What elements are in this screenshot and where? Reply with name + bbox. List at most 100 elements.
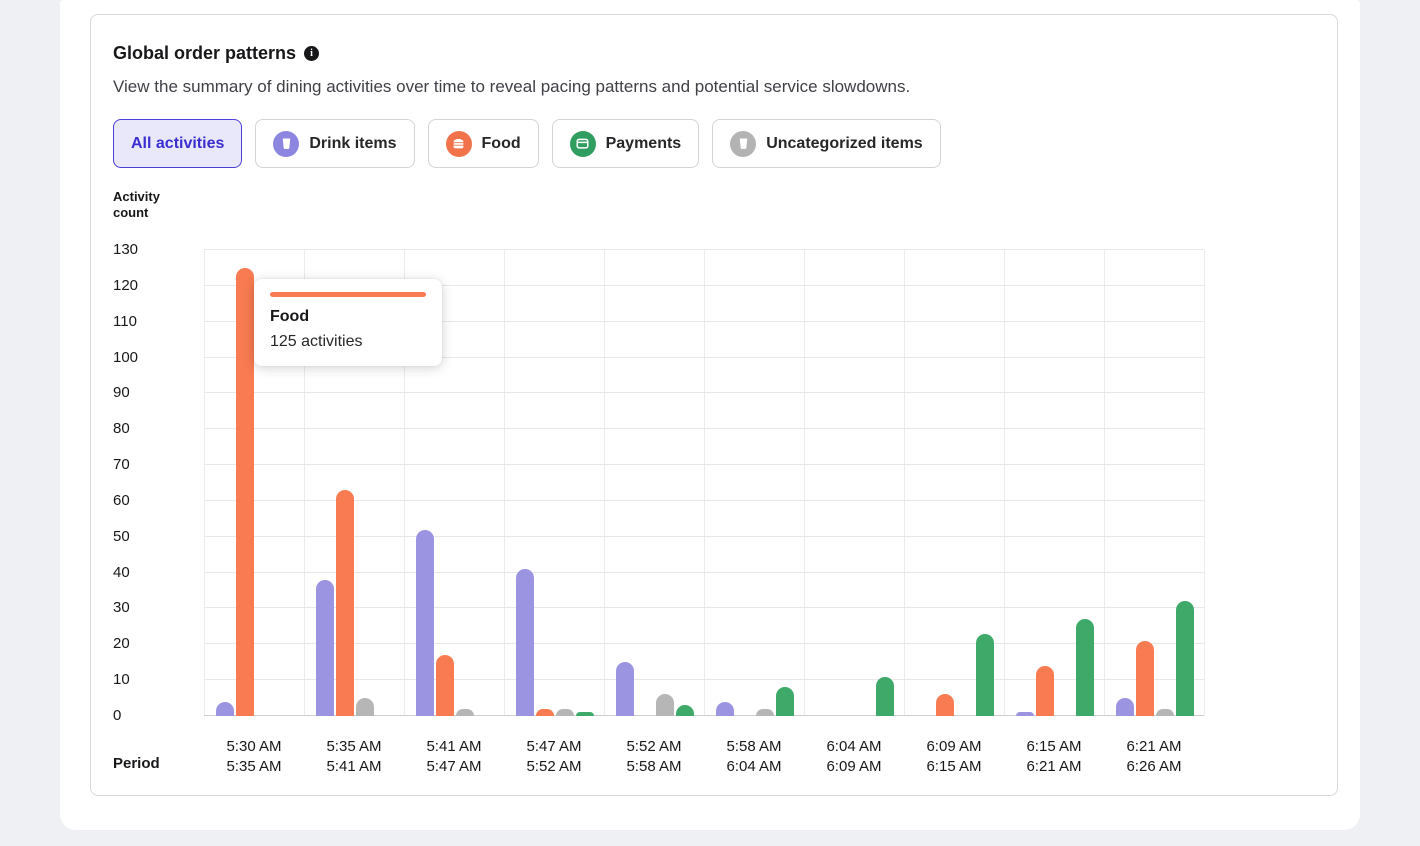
gridline [1104, 250, 1105, 716]
filter-button-group: All activities Drink items Food Payments Unc… [113, 119, 941, 168]
gridline [204, 715, 1204, 716]
gridline [204, 464, 1204, 466]
burger-icon [445, 130, 472, 157]
gridline [804, 250, 805, 716]
drink-items-bar[interactable] [1016, 712, 1034, 716]
gridline [1204, 250, 1205, 716]
card-icon [569, 130, 596, 157]
food-bar[interactable] [536, 709, 554, 716]
payments-bar[interactable] [676, 705, 694, 716]
uncategorized-items-bar[interactable] [656, 694, 674, 716]
x-tick-label: 6:04 AM 6:09 AM [826, 738, 882, 776]
x-tick-label: 6:15 AM 6:21 AM [1026, 738, 1082, 776]
food-bar[interactable] [1036, 666, 1054, 716]
gridline [204, 643, 1204, 645]
drink-items-bar[interactable] [516, 569, 534, 716]
gridline [304, 250, 305, 716]
x-tick-label: 5:52 AM 5:58 AM [626, 738, 682, 776]
y-tick-label: 70 [113, 456, 130, 474]
y-tick-label: 10 [113, 671, 130, 689]
uncategorized-items-bar[interactable] [1156, 709, 1174, 716]
y-axis-title: Activity count [113, 189, 160, 220]
bar-group [704, 250, 804, 716]
gridline [904, 250, 905, 716]
bar-group [1104, 250, 1204, 716]
uncategorized-items-bar[interactable] [756, 709, 774, 716]
gridline [204, 679, 1204, 681]
bar-group [1004, 250, 1104, 716]
y-tick-label: 20 [113, 635, 130, 653]
payments-bar[interactable] [976, 634, 994, 716]
x-tick-label: 5:30 AM 5:35 AM [226, 738, 282, 776]
y-tick-label: 130 [113, 241, 139, 258]
payments-bar[interactable] [1076, 619, 1094, 716]
food-bar[interactable] [436, 655, 454, 716]
x-tick-label: 5:41 AM 5:47 AM [426, 738, 482, 776]
payments-bar[interactable] [776, 687, 794, 716]
drink-items-bar[interactable] [716, 702, 734, 716]
payments-bar[interactable] [576, 712, 594, 716]
filter-button-drink-items[interactable]: Drink items [255, 119, 415, 168]
filter-button-food[interactable]: Food [427, 119, 539, 168]
gridline [704, 250, 705, 716]
filter-button-uncategorized-items[interactable]: Uncategorized items [712, 119, 941, 168]
gridline [204, 250, 205, 716]
filter-button-payments[interactable]: Payments [551, 119, 700, 168]
x-axis-title: Period [113, 755, 160, 772]
bar-group [504, 250, 604, 716]
gridline [204, 428, 1204, 430]
uncategorized-items-bar[interactable] [356, 698, 374, 716]
tooltip-accent-line [270, 292, 426, 297]
payments-bar[interactable] [876, 677, 894, 716]
cup-icon [730, 130, 757, 157]
food-bar[interactable] [1136, 641, 1154, 716]
filter-label: Food [481, 134, 521, 152]
drink-items-bar[interactable] [616, 662, 634, 716]
uncategorized-items-bar[interactable] [456, 709, 474, 716]
gridline [204, 571, 1204, 573]
gridline [204, 284, 1204, 286]
food-bar[interactable] [236, 268, 254, 716]
y-tick-label: 30 [113, 599, 130, 617]
x-tick-label: 6:21 AM 6:26 AM [1126, 738, 1182, 776]
y-tick-label: 50 [113, 527, 130, 545]
chart-tooltip: Food 125 activities [254, 279, 442, 366]
bar-chart-plot-area: Food 125 activities [204, 249, 1205, 716]
drink-items-bar[interactable] [416, 530, 434, 716]
filter-button-all-activities[interactable]: All activities [113, 119, 243, 168]
tooltip-value: 125 activities [270, 333, 363, 350]
drink-items-bar[interactable] [1116, 698, 1134, 716]
card-header: Global order patterns i [113, 43, 320, 64]
gridline [204, 249, 1204, 250]
gridline [204, 535, 1204, 537]
filter-label: Uncategorized items [766, 134, 923, 152]
tooltip-series-name: Food [270, 308, 310, 325]
x-tick-label: 5:35 AM 5:41 AM [326, 738, 382, 776]
gridline [204, 392, 1204, 394]
food-bar[interactable] [936, 694, 954, 716]
x-tick-label: 6:09 AM 6:15 AM [926, 738, 982, 776]
food-bar[interactable] [336, 490, 354, 716]
x-tick-label: 5:47 AM 5:52 AM [526, 738, 582, 776]
gridline [604, 250, 605, 716]
bar-group [304, 250, 404, 716]
y-tick-label: 0 [113, 707, 122, 724]
order-patterns-card: Global order patterns i View the summary… [90, 14, 1338, 796]
gridline [404, 250, 405, 716]
bar-group [204, 250, 304, 716]
y-tick-label: 80 [113, 420, 130, 438]
bar-group [804, 250, 904, 716]
info-icon[interactable]: i [304, 46, 320, 61]
drink-items-bar[interactable] [216, 702, 234, 716]
payments-bar[interactable] [1176, 601, 1194, 716]
page-title: Global order patterns [113, 43, 297, 63]
filter-label: Payments [605, 134, 682, 152]
bar-group [904, 250, 1004, 716]
cup-icon [273, 130, 300, 157]
gridline [504, 250, 505, 716]
uncategorized-items-bar[interactable] [556, 709, 574, 716]
y-tick-label: 100 [113, 348, 139, 366]
drink-items-bar[interactable] [316, 580, 334, 716]
y-tick-label: 110 [113, 312, 137, 330]
x-tick-label: 5:58 AM 6:04 AM [726, 738, 782, 776]
